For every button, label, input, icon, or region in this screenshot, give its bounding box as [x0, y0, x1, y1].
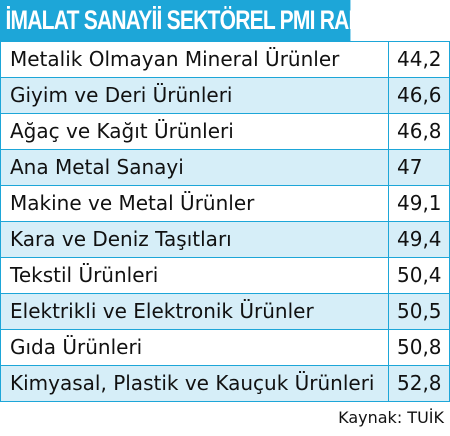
- row-divider: [0, 293, 450, 294]
- sector-name: Makine ve Metal Ürünler: [10, 191, 255, 215]
- sector-name: Giyim ve Deri Ürünleri: [10, 83, 233, 107]
- row-divider: [0, 365, 450, 366]
- table-row: Giyim ve Deri Ürünleri 46,6: [0, 77, 450, 113]
- table-row: Tekstil Ürünleri 50,4: [0, 257, 450, 293]
- row-divider: [0, 77, 450, 78]
- table-title: İMALAT SANAYİİ SEKTÖREL PMI RAKAMLARI: [0, 0, 351, 41]
- row-divider: [0, 149, 450, 150]
- row-divider: [0, 329, 450, 330]
- row-divider: [0, 257, 450, 258]
- pmi-value: 50,8: [397, 335, 442, 359]
- sector-name: Gıda Ürünleri: [10, 335, 143, 359]
- pmi-value: 49,4: [397, 227, 442, 251]
- pmi-value: 49,1: [397, 191, 442, 215]
- sector-name: Kimyasal, Plastik ve Kauçuk Ürünleri: [10, 371, 375, 395]
- row-divider: [0, 221, 450, 222]
- pmi-value: 44,2: [397, 47, 442, 71]
- source-note: Kaynak: TUİK: [338, 408, 444, 427]
- sector-name: Kara ve Deniz Taşıtları: [10, 227, 232, 251]
- pmi-value: 50,5: [397, 299, 442, 323]
- row-divider: [0, 185, 450, 186]
- column-divider: [388, 41, 389, 402]
- sector-name: Ana Metal Sanayi: [10, 155, 184, 179]
- sector-name: Ağaç ve Kağıt Ürünleri: [10, 119, 234, 143]
- table-row: Kara ve Deniz Taşıtları 49,4: [0, 221, 450, 257]
- sector-name: Metalik Olmayan Mineral Ürünler: [10, 47, 340, 71]
- pmi-value: 46,8: [397, 119, 442, 143]
- sector-name: Tekstil Ürünleri: [10, 263, 159, 287]
- table-row: Elektrikli ve Elektronik Ürünler 50,5: [0, 293, 450, 329]
- row-divider: [0, 113, 450, 114]
- row-divider: [0, 401, 450, 402]
- column-divider: [0, 41, 1, 402]
- pmi-value: 52,8: [397, 371, 442, 395]
- table-row: Metalik Olmayan Mineral Ürünler 44,2: [0, 41, 450, 77]
- table-row: Ana Metal Sanayi 47: [0, 149, 450, 185]
- table-row: Ağaç ve Kağıt Ürünleri 46,8: [0, 113, 450, 149]
- pmi-value: 50,4: [397, 263, 442, 287]
- table-row: Kimyasal, Plastik ve Kauçuk Ürünleri 52,…: [0, 365, 450, 401]
- table-row: Makine ve Metal Ürünler 49,1: [0, 185, 450, 221]
- pmi-value: 47: [397, 155, 423, 179]
- sector-name: Elektrikli ve Elektronik Ürünler: [10, 299, 314, 323]
- row-divider: [0, 41, 450, 42]
- pmi-value: 46,6: [397, 83, 442, 107]
- table-row: Gıda Ürünleri 50,8: [0, 329, 450, 365]
